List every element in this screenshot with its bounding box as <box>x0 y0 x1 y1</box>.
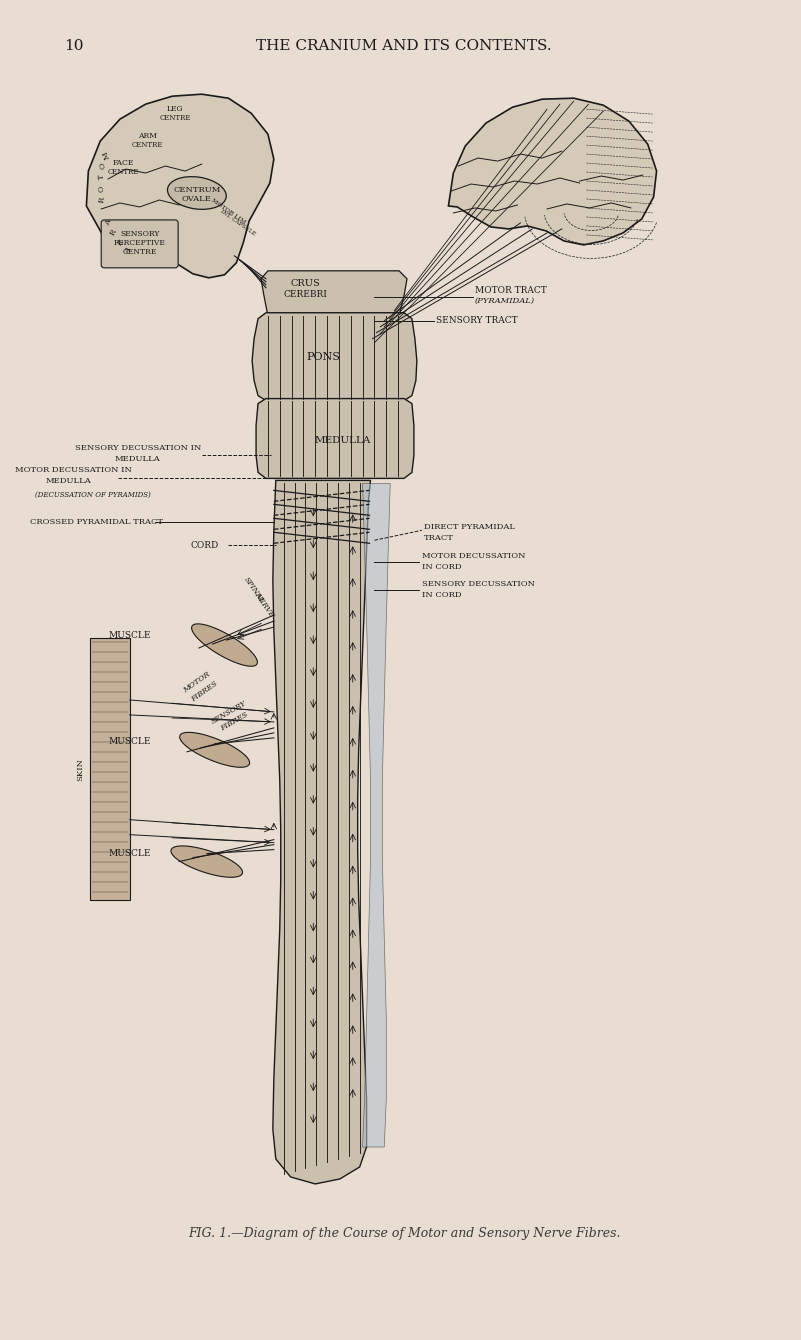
Text: SENSORY TRACT: SENSORY TRACT <box>436 316 517 326</box>
Text: FIBRES: FIBRES <box>219 710 250 733</box>
Text: CENTRE: CENTRE <box>107 168 139 176</box>
Text: CROSSED PYRAMIDAL TRACT: CROSSED PYRAMIDAL TRACT <box>30 519 163 527</box>
Text: MUSCLE: MUSCLE <box>109 737 151 746</box>
Text: MEDULLA: MEDULLA <box>315 436 371 445</box>
Text: TRACT: TRACT <box>424 535 453 543</box>
Text: MOTOR DECUSSATION IN: MOTOR DECUSSATION IN <box>15 466 132 474</box>
Polygon shape <box>256 398 414 478</box>
Text: OVALE: OVALE <box>182 196 211 202</box>
Text: SENSORY DECUSSATION IN: SENSORY DECUSSATION IN <box>74 445 201 453</box>
Text: PONS: PONS <box>306 351 340 362</box>
Text: FACE: FACE <box>112 159 134 168</box>
Text: O: O <box>97 185 105 192</box>
Text: MEDULLA: MEDULLA <box>115 456 160 464</box>
Text: MOTOR TRACT: MOTOR TRACT <box>475 287 547 295</box>
Text: SENSORY DECUSSATION: SENSORY DECUSSATION <box>422 580 535 588</box>
Text: (PYRAMIDAL): (PYRAMIDAL) <box>475 296 535 304</box>
Text: INT. CAPSULE: INT. CAPSULE <box>219 209 257 237</box>
Text: CEREBRI: CEREBRI <box>284 291 328 299</box>
Polygon shape <box>261 271 407 316</box>
Text: THE CRANIUM AND ITS CONTENTS.: THE CRANIUM AND ITS CONTENTS. <box>256 39 552 54</box>
Text: SKIN: SKIN <box>76 758 84 781</box>
Text: SENSORY: SENSORY <box>209 698 248 725</box>
Text: A: A <box>123 247 132 256</box>
Text: E: E <box>115 237 125 247</box>
Text: MUSCLE: MUSCLE <box>109 850 151 858</box>
Text: CENTRE: CENTRE <box>123 248 157 256</box>
Polygon shape <box>191 624 257 666</box>
Text: ARM: ARM <box>138 133 157 141</box>
Text: FIBRES: FIBRES <box>190 679 219 704</box>
Text: FIG. 1.—Diagram of the Course of Motor and Sensory Nerve Fibres.: FIG. 1.—Diagram of the Course of Motor a… <box>187 1227 620 1241</box>
Text: 10: 10 <box>64 39 83 54</box>
Text: CORD: CORD <box>191 541 219 549</box>
Polygon shape <box>363 484 390 1147</box>
Text: IN CORD: IN CORD <box>422 591 461 599</box>
Text: MOTOR LIM: MOTOR LIM <box>211 197 247 225</box>
Text: CENTRE: CENTRE <box>159 114 191 122</box>
Text: NERVE: NERVE <box>252 591 276 619</box>
Text: CRUS: CRUS <box>291 279 320 288</box>
Text: CENTRE: CENTRE <box>132 141 163 149</box>
Polygon shape <box>273 481 371 1185</box>
Text: R: R <box>98 197 107 204</box>
Text: R: R <box>109 228 119 237</box>
Text: MOTOR DECUSSATION: MOTOR DECUSSATION <box>422 552 525 560</box>
Text: T: T <box>98 174 106 180</box>
Polygon shape <box>179 733 250 768</box>
Ellipse shape <box>167 177 226 209</box>
Text: A: A <box>104 218 114 226</box>
Text: MUSCLE: MUSCLE <box>109 631 151 639</box>
Text: O: O <box>99 162 108 170</box>
Text: SPINAL: SPINAL <box>242 575 266 604</box>
FancyBboxPatch shape <box>101 220 178 268</box>
Text: SENSORY: SENSORY <box>120 230 159 239</box>
Text: CENTRUM: CENTRUM <box>173 186 220 194</box>
Text: MEDULLA: MEDULLA <box>46 477 91 485</box>
Polygon shape <box>449 98 657 245</box>
Text: IN CORD: IN CORD <box>422 563 461 571</box>
Text: M: M <box>102 150 112 159</box>
Polygon shape <box>91 638 130 899</box>
Text: PERCEPTIVE: PERCEPTIVE <box>114 239 166 247</box>
Polygon shape <box>87 94 274 277</box>
Polygon shape <box>252 312 417 401</box>
Text: MOTOR: MOTOR <box>182 670 212 694</box>
Text: (DECUSSATION OF PYRAMIDS): (DECUSSATION OF PYRAMIDS) <box>35 490 151 498</box>
Text: LEG: LEG <box>167 105 183 113</box>
Polygon shape <box>171 846 243 878</box>
Text: DIRECT PYRAMIDAL: DIRECT PYRAMIDAL <box>424 524 515 531</box>
